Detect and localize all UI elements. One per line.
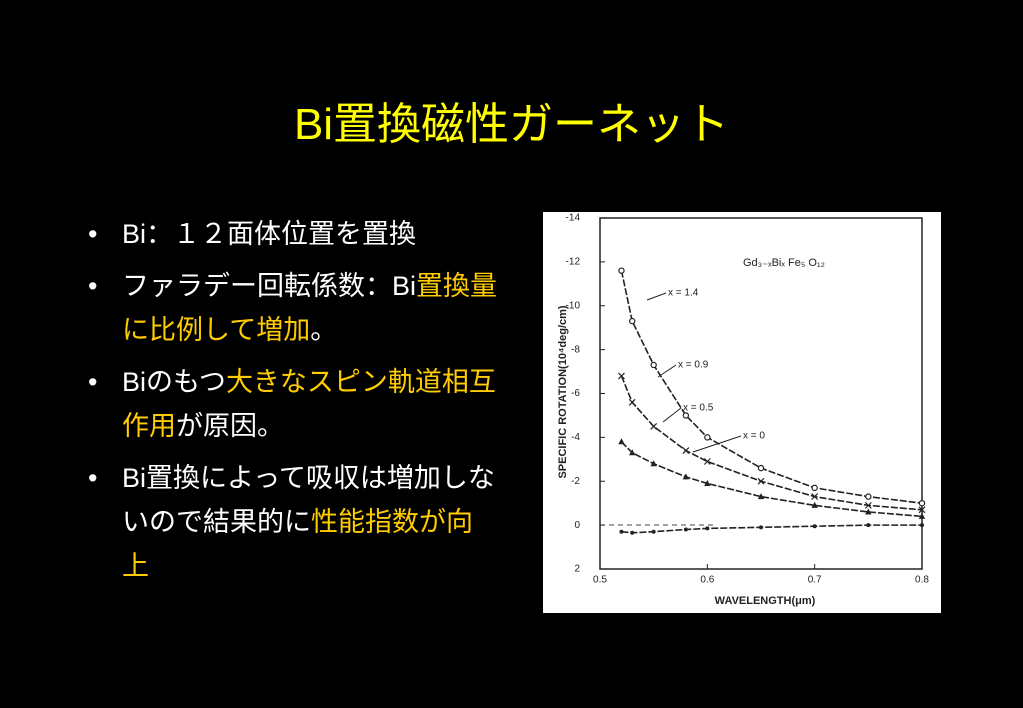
data-point	[811, 493, 819, 501]
leader-line	[662, 407, 682, 423]
data-point	[865, 493, 872, 500]
x-tick-label: 0.6	[700, 575, 714, 586]
data-point	[757, 493, 765, 500]
y-axis-title: SPECIFIC ROTATION(10⁴deg/cm)	[557, 305, 569, 478]
y-tick-label: -2	[571, 476, 580, 487]
annotation: Gd₃₋ₓBiₓ Fe₅ O₁₂	[743, 257, 825, 269]
highlight-text: 性能指数が向上	[122, 507, 473, 581]
chart: Gd₃₋ₓBiₓ Fe₅ O₁₂ WAVELENGTH(μm) SPECIFIC…	[543, 212, 941, 613]
data-point	[811, 484, 818, 492]
bullet: ファラデー回転係数：Bi置換量に比例して増加。	[82, 264, 498, 352]
data-point	[704, 479, 711, 486]
data-point	[618, 438, 625, 445]
series-line	[620, 270, 923, 504]
data-point	[630, 530, 635, 535]
data-point	[628, 398, 636, 406]
series-line	[620, 375, 923, 511]
bullet-text: Bi置換によって吸収は増加しないので結果的に	[122, 463, 495, 537]
data-point	[918, 499, 926, 507]
x-tick-label: 0.7	[808, 575, 822, 586]
series-label: x = 0	[743, 431, 765, 442]
data-point	[759, 525, 763, 530]
data-point	[629, 449, 636, 456]
data-point	[811, 501, 818, 508]
data-point	[757, 477, 765, 485]
data-point	[865, 508, 872, 515]
data-point	[682, 473, 690, 480]
bullet-text: が原因。	[176, 411, 284, 441]
data-point	[650, 422, 658, 430]
data-point	[918, 512, 926, 519]
series-label: x = 1.4	[668, 288, 699, 299]
series-line	[620, 441, 923, 518]
y-tick-label: -12	[566, 257, 581, 268]
data-point	[812, 524, 817, 529]
y-tick-label: 2	[574, 564, 580, 575]
data-point	[683, 527, 688, 532]
leader-line	[657, 364, 677, 378]
x-tick-label: 0.8	[915, 575, 929, 586]
series-line	[621, 524, 922, 534]
data-point	[705, 526, 710, 531]
series-label: x = 0.9	[678, 360, 709, 371]
y-tick-label: 0	[574, 520, 580, 531]
data-point	[682, 447, 690, 454]
data-point	[651, 529, 656, 534]
data-point	[628, 317, 636, 325]
data-point	[703, 458, 711, 465]
data-point	[618, 267, 625, 274]
series-label: x = 0.5	[683, 403, 714, 414]
data-point	[920, 523, 924, 528]
bullet-text: Bi：１２面体位置を置換	[122, 219, 417, 249]
data-point	[757, 464, 765, 472]
bullet-list: Bi：１２面体位置を置換ファラデー回転係数：Bi置換量に比例して増加。Biのもつ…	[82, 212, 498, 596]
data-point	[918, 506, 926, 514]
bullet: Bi置換によって吸収は増加しないので結果的に性能指数が向上	[82, 456, 498, 588]
x-tick-label: 0.5	[593, 575, 607, 586]
bullet: Biのもつ大きなスピン軌道相互作用が原因。	[82, 360, 498, 448]
y-tick-label: -6	[571, 388, 580, 399]
x-axis-title: WAVELENGTH(μm)	[715, 595, 816, 607]
y-tick-label: -10	[566, 300, 581, 311]
y-tick-label: -8	[571, 344, 580, 355]
data-point	[650, 460, 657, 467]
data-point	[682, 412, 690, 419]
leader-line	[646, 292, 667, 301]
bullet-text: 。	[310, 315, 338, 345]
y-tick-label: -14	[566, 213, 581, 224]
bullet-text: Biのもつ	[122, 367, 226, 397]
y-tick-label: -4	[571, 432, 580, 443]
plot-frame	[599, 217, 923, 570]
data-point	[619, 529, 624, 534]
highlight-text: 置換量に比例して増加	[122, 271, 498, 345]
data-point	[704, 434, 711, 441]
data-point	[866, 523, 871, 528]
data-point	[864, 501, 872, 509]
bullet-text: ファラデー回転係数：Bi	[122, 271, 417, 301]
slide-title: Bi置換磁性ガーネット	[293, 100, 730, 149]
leader-line	[692, 435, 742, 453]
bullet: Bi：１２面体位置を置換	[82, 212, 498, 256]
highlight-text: 大きなスピン軌道相互作用	[122, 367, 496, 441]
data-point	[618, 372, 625, 380]
data-point	[650, 361, 657, 369]
